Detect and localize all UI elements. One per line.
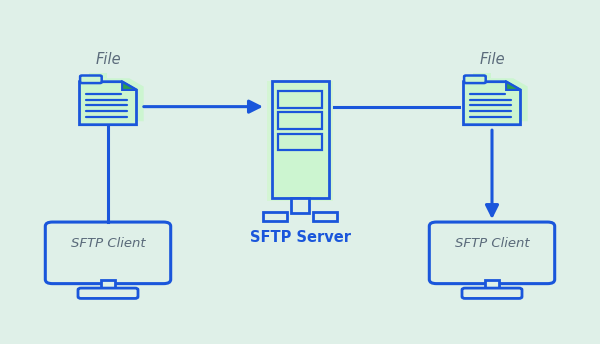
FancyBboxPatch shape (278, 91, 322, 108)
Polygon shape (464, 82, 521, 125)
Bar (291, 198, 309, 213)
Text: SFTP Client: SFTP Client (71, 237, 145, 250)
FancyBboxPatch shape (278, 112, 322, 129)
Polygon shape (87, 78, 144, 121)
Text: SFTP Server: SFTP Server (250, 230, 350, 245)
Polygon shape (473, 73, 491, 78)
FancyBboxPatch shape (430, 222, 554, 283)
Polygon shape (79, 82, 137, 125)
Polygon shape (471, 78, 528, 121)
Bar (485, 279, 499, 290)
Text: File: File (479, 52, 505, 67)
FancyBboxPatch shape (462, 288, 522, 299)
Bar (101, 279, 115, 290)
FancyBboxPatch shape (271, 81, 329, 198)
FancyBboxPatch shape (46, 222, 170, 283)
FancyBboxPatch shape (78, 288, 138, 299)
Polygon shape (89, 73, 107, 78)
FancyBboxPatch shape (80, 76, 102, 83)
Polygon shape (506, 82, 521, 90)
FancyBboxPatch shape (278, 134, 322, 150)
Text: SFTP Client: SFTP Client (455, 237, 529, 250)
Bar (313, 212, 337, 221)
Polygon shape (122, 82, 137, 90)
FancyBboxPatch shape (464, 76, 486, 83)
Text: File: File (95, 52, 121, 67)
Bar (263, 212, 287, 221)
FancyBboxPatch shape (266, 81, 334, 201)
